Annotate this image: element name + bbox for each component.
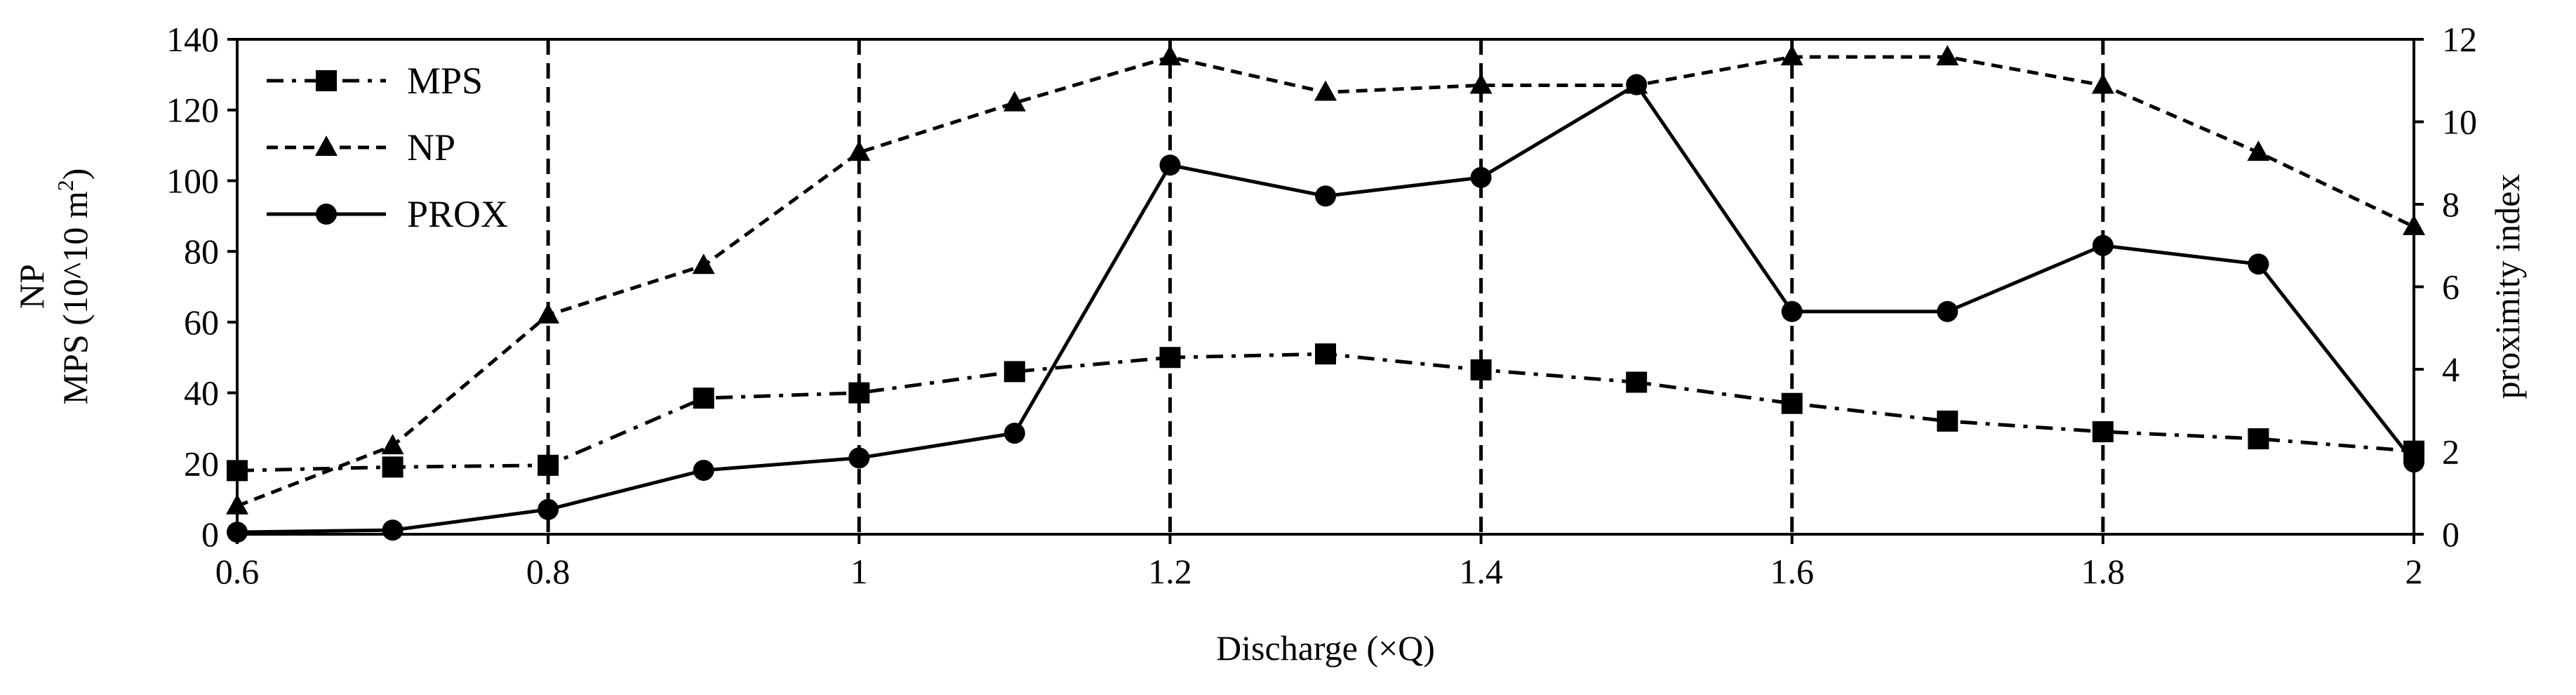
legend-label-np: NP xyxy=(407,126,455,168)
right-y-tick-label: 10 xyxy=(2442,102,2477,142)
mps-marker xyxy=(1003,361,1025,383)
mps-marker xyxy=(848,382,870,404)
np-marker xyxy=(848,140,871,161)
legend-label-mps: MPS xyxy=(407,60,483,102)
right-y-tick-label: 8 xyxy=(2442,185,2460,224)
right-y-tick-label: 2 xyxy=(2442,432,2460,472)
left-y-tick-label: 60 xyxy=(184,303,219,342)
x-tick-label: 1.4 xyxy=(1459,552,1503,591)
left-y-axis-title: NP xyxy=(12,264,51,309)
left-y-tick-label: 20 xyxy=(184,444,219,483)
x-tick-label: 1.8 xyxy=(2081,552,2125,591)
right-y-axis-ticks: 0 2 4 6 8 10 12 xyxy=(2414,20,2477,554)
mps-marker xyxy=(1315,343,1336,365)
mps-marker xyxy=(538,454,559,476)
prox-marker xyxy=(2092,234,2114,256)
prox-marker xyxy=(382,519,403,541)
series-line-mps xyxy=(236,352,2415,472)
mps-marker xyxy=(1781,392,1803,414)
right-y-tick-label: 0 xyxy=(2442,515,2460,554)
mps-marker xyxy=(1626,371,1648,393)
series-layer xyxy=(226,45,2425,543)
legend-marker-prox xyxy=(316,204,337,225)
mps-marker xyxy=(2248,428,2269,450)
prox-marker xyxy=(1003,423,1025,444)
left-y-tick-label: 40 xyxy=(184,373,219,413)
left-y-axis-title-line2: MPS (10^10 m2) xyxy=(53,168,95,405)
prox-marker xyxy=(1159,154,1181,176)
x-axis-ticks: 0.6 0.8 1 1.2 1.4 1.6 1.8 2 xyxy=(215,534,2423,591)
np-marker xyxy=(1314,80,1337,101)
prox-marker xyxy=(538,498,559,520)
legend-marker-mps xyxy=(316,70,337,91)
legend: MPS NP PROX xyxy=(267,60,508,235)
vertical-gridlines xyxy=(546,39,2105,534)
mps-marker xyxy=(1470,359,1492,380)
right-y-axis-label: proximity index xyxy=(2488,174,2527,399)
x-tick-label: 1.2 xyxy=(1148,552,1192,591)
legend-marker-np xyxy=(315,135,338,156)
prox-marker xyxy=(1781,300,1803,322)
mps-marker xyxy=(382,456,403,478)
x-tick-label: 0.6 xyxy=(215,552,260,591)
prox-marker xyxy=(1937,300,1958,322)
np-marker xyxy=(1469,73,1493,94)
right-y-tick-label: 12 xyxy=(2442,20,2477,59)
np-marker xyxy=(2247,140,2270,161)
plot-area-frame xyxy=(236,38,2415,536)
np-marker xyxy=(2091,73,2114,94)
mps-marker xyxy=(2092,421,2114,442)
prox-marker xyxy=(1626,74,1648,95)
left-y-axis-label-line1: NP xyxy=(12,264,51,309)
legend-label-prox: PROX xyxy=(407,193,508,235)
np-marker xyxy=(1936,45,1959,66)
x-axis-label: Discharge (×Q) xyxy=(1216,628,1435,668)
left-y-axis-label-main: MPS (10^10 m xyxy=(55,191,95,404)
series-line-np xyxy=(236,55,2415,508)
np-marker xyxy=(1780,45,1803,66)
np-marker xyxy=(1003,91,1026,112)
left-y-tick-label: 100 xyxy=(166,161,219,200)
np-marker xyxy=(692,253,715,274)
mps-marker xyxy=(1937,410,1958,432)
left-y-axis-label-line2: MPS (10^10 m2) xyxy=(53,168,95,405)
prox-marker xyxy=(1315,185,1336,207)
x-tick-label: 1.6 xyxy=(1770,552,1814,591)
right-y-tick-label: 6 xyxy=(2442,267,2460,307)
prox-marker xyxy=(1470,166,1492,188)
x-tick-label: 2 xyxy=(2405,552,2423,591)
left-y-tick-label: 80 xyxy=(184,232,219,271)
left-y-tick-label: 140 xyxy=(166,20,219,59)
mps-marker xyxy=(693,388,714,409)
left-y-axis-ticks: 0 20 40 60 80 100 120 140 xyxy=(166,20,237,554)
np-marker xyxy=(381,434,404,455)
np-marker xyxy=(537,303,560,324)
right-y-tick-label: 4 xyxy=(2442,350,2460,389)
np-marker xyxy=(1159,45,1182,66)
right-y-axis-title: proximity index xyxy=(2488,174,2527,399)
x-tick-label: 0.8 xyxy=(526,552,570,591)
prox-marker xyxy=(848,447,870,469)
prox-marker xyxy=(693,459,714,481)
mps-marker xyxy=(1159,347,1181,369)
prox-marker xyxy=(2248,253,2269,275)
left-y-tick-label: 0 xyxy=(201,515,219,554)
left-y-axis-label-close: ) xyxy=(55,168,95,180)
left-y-tick-label: 120 xyxy=(166,91,219,130)
left-y-axis-label-superscript: 2 xyxy=(53,180,78,191)
x-tick-label: 1 xyxy=(850,552,868,591)
